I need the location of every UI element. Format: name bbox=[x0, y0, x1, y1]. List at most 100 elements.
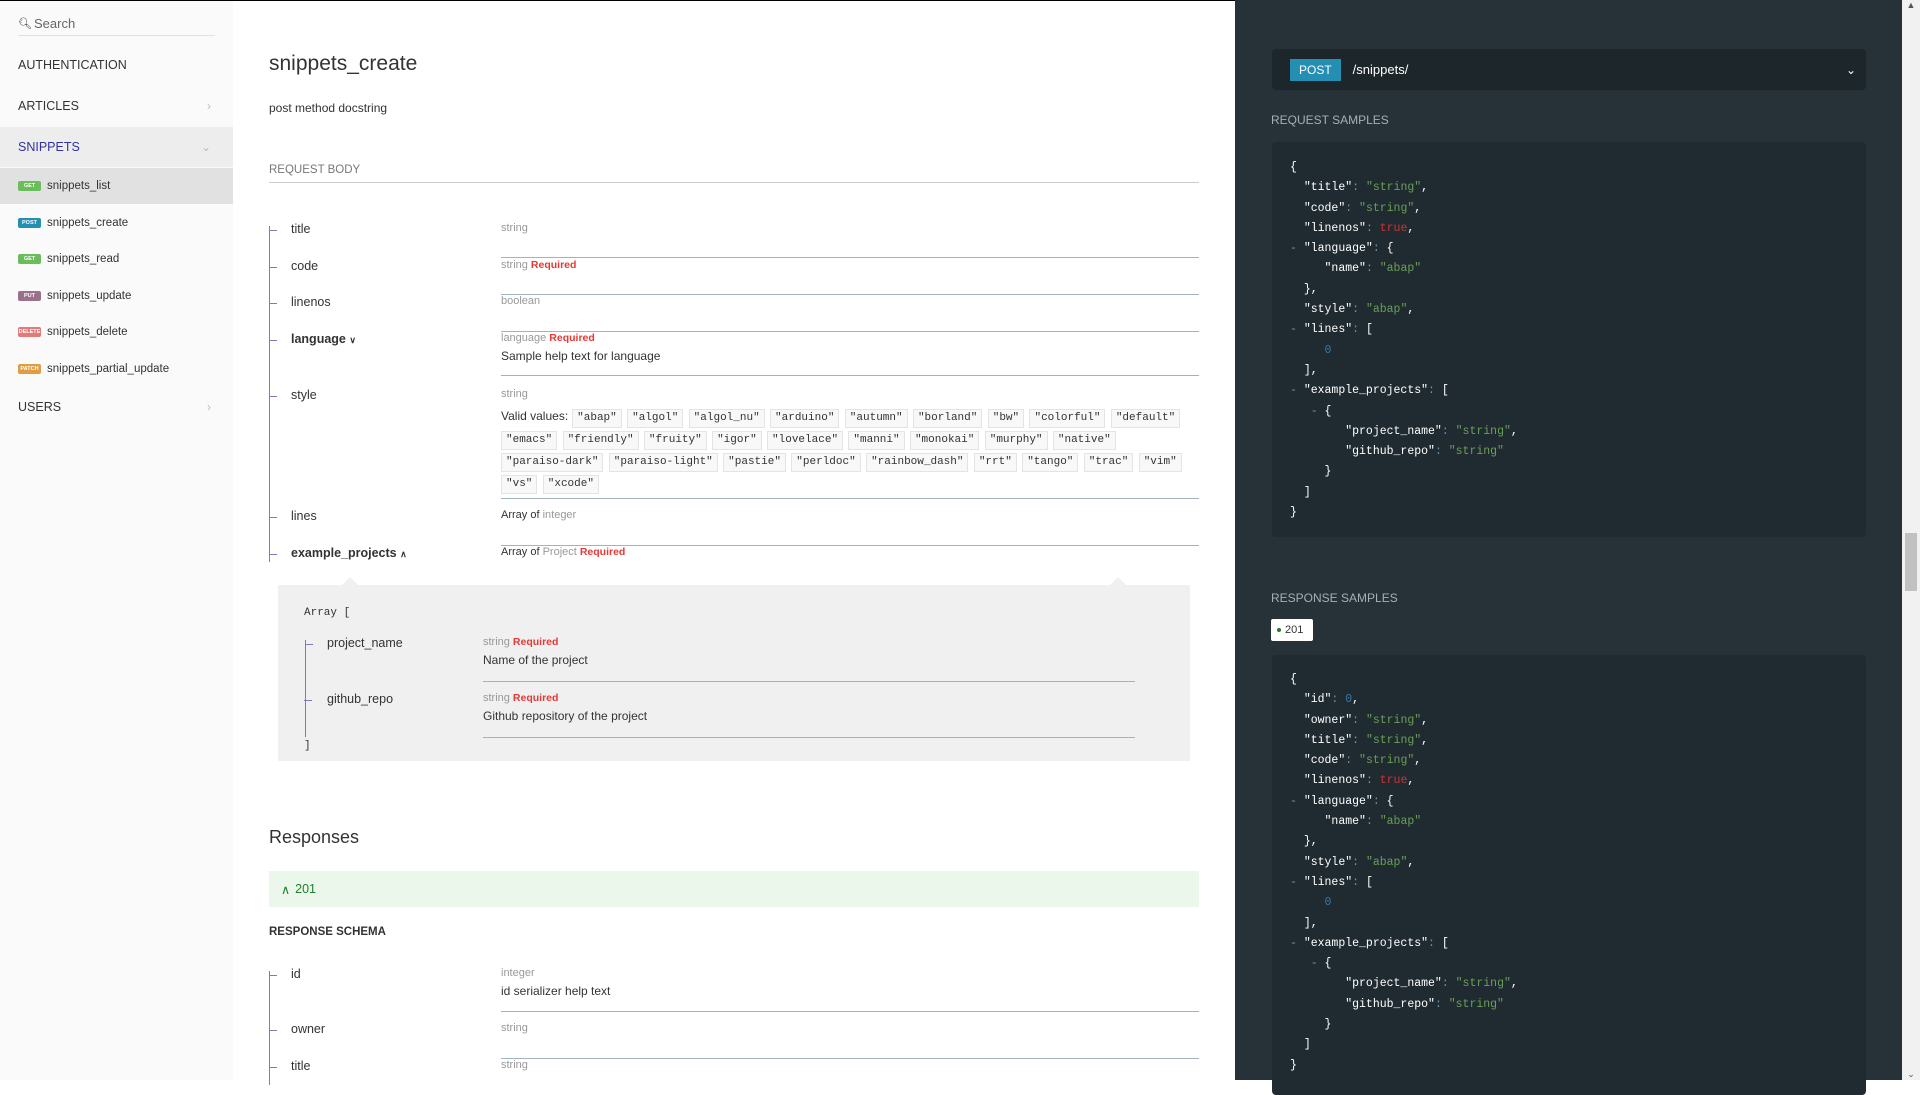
valid-value-chip: "arduino" bbox=[770, 409, 840, 428]
scrollbar[interactable]: ▲ ⌄ bbox=[1902, 0, 1920, 1080]
tree-tick bbox=[305, 640, 315, 648]
code-token: "string" bbox=[1359, 201, 1415, 215]
chevron-up-icon: ∧ bbox=[281, 882, 291, 897]
valid-value-chip: "murphy" bbox=[984, 431, 1048, 450]
code-line: "style": "abap", bbox=[1290, 853, 1866, 873]
search-box[interactable]: 🔍︎ bbox=[18, 11, 215, 36]
code-token: { bbox=[1324, 957, 1332, 971]
array-close: ] bbox=[304, 740, 311, 752]
sidebar-item-snippets-delete[interactable]: DELETE snippets_delete bbox=[0, 314, 233, 350]
sidebar-item-snippets-partial-update[interactable]: PATCH snippets_partial_update bbox=[0, 351, 233, 387]
collapse-toggle[interactable]: - bbox=[1290, 794, 1304, 808]
field-type: boolean bbox=[501, 295, 541, 307]
field-description: Name of the project bbox=[483, 653, 588, 667]
collapse-toggle[interactable]: - bbox=[1290, 936, 1304, 950]
response-tab-201[interactable]: 201 bbox=[1271, 619, 1313, 641]
code-token: : bbox=[1345, 754, 1360, 768]
code-token: "abap" bbox=[1365, 855, 1408, 869]
method-badge: GET bbox=[18, 181, 41, 191]
field-name-toggle[interactable]: language ∨ bbox=[291, 332, 356, 346]
valid-value-chip: "vs" bbox=[501, 475, 538, 494]
field-type: string bbox=[483, 636, 510, 648]
code-line: }, bbox=[1290, 832, 1866, 852]
scrollbar-thumb[interactable] bbox=[1905, 533, 1917, 591]
code-line: "title": "string", bbox=[1290, 178, 1866, 198]
response-201-toggle[interactable]: ∧ 201 bbox=[269, 871, 1199, 907]
collapse-toggle[interactable]: - bbox=[1290, 323, 1304, 337]
valid-value-chip: "emacs" bbox=[501, 431, 558, 450]
code-token bbox=[1290, 774, 1304, 787]
valid-value-chip: "trac" bbox=[1083, 453, 1134, 472]
valid-value-chip: "perldoc" bbox=[791, 453, 861, 472]
scroll-down-icon[interactable]: ⌄ bbox=[1907, 1069, 1915, 1079]
sidebar-group-users[interactable]: USERS › bbox=[0, 387, 233, 427]
collapse-toggle[interactable]: - bbox=[1290, 875, 1304, 889]
sidebar-item-snippets-create[interactable]: POST snippets_create bbox=[0, 205, 233, 241]
required-badge: Required bbox=[530, 259, 577, 271]
code-token: "string" bbox=[1448, 997, 1504, 1011]
array-open: Array [ bbox=[304, 607, 351, 619]
code-token bbox=[1290, 917, 1304, 930]
code-line: - "language": { bbox=[1290, 792, 1866, 812]
code-token: , bbox=[1352, 693, 1360, 707]
code-token: { bbox=[1324, 404, 1332, 418]
code-token: }, bbox=[1303, 835, 1318, 849]
code-token: "style" bbox=[1303, 855, 1353, 869]
collapse-toggle[interactable]: - bbox=[1290, 404, 1325, 418]
valid-value-chip: "algol" bbox=[627, 409, 684, 428]
code-line: 0 bbox=[1290, 893, 1866, 913]
code-token: , bbox=[1421, 181, 1429, 195]
field-name: title bbox=[291, 1059, 311, 1073]
method-badge: PATCH bbox=[18, 363, 41, 374]
response-sample-code: { "id": 0, "owner": "string", "title": "… bbox=[1272, 655, 1866, 1095]
valid-value-chip: "friendly" bbox=[562, 431, 639, 450]
valid-value-chip: "bw" bbox=[987, 409, 1025, 428]
notch bbox=[1109, 577, 1127, 586]
field-name: linenos bbox=[291, 295, 331, 309]
code-token: [ bbox=[1365, 323, 1373, 337]
code-line: "github_repo": "string" bbox=[1290, 995, 1866, 1015]
collapse-toggle[interactable]: - bbox=[1290, 384, 1304, 398]
code-token: , bbox=[1414, 754, 1422, 768]
chevron-down-icon: ∨ bbox=[349, 335, 356, 345]
required-badge: Required bbox=[549, 332, 595, 344]
code-line: "project_name": "string", bbox=[1290, 422, 1866, 442]
request-samples-label: REQUEST SAMPLES bbox=[1271, 113, 1389, 127]
code-line: "code": "string", bbox=[1290, 199, 1866, 219]
tree-tick bbox=[269, 263, 279, 271]
code-token: "abap" bbox=[1365, 303, 1408, 317]
code-token bbox=[1290, 364, 1304, 377]
field-name: language bbox=[291, 332, 346, 346]
sidebar-group-articles[interactable]: ARTICLES › bbox=[0, 86, 233, 126]
code-token: "string" bbox=[1365, 181, 1422, 195]
chevron-down-icon: ⌄ bbox=[200, 140, 211, 154]
sidebar-item-snippets-read[interactable]: GET snippets_read bbox=[0, 241, 233, 277]
code-token: : bbox=[1372, 794, 1387, 808]
valid-value-chip: "monokai" bbox=[909, 431, 980, 450]
code-token: ] bbox=[1303, 1038, 1311, 1052]
code-token: [ bbox=[1365, 875, 1373, 889]
valid-value-chip: "paraiso-light" bbox=[608, 453, 718, 472]
endpoint-dropdown[interactable]: POST /snippets/ ⌄ bbox=[1272, 49, 1866, 90]
sidebar-group-snippets[interactable]: SNIPPETS ⌄ bbox=[0, 127, 233, 167]
sidebar-group-authentication[interactable]: AUTHENTICATION bbox=[0, 45, 233, 85]
tab-label: 201 bbox=[1285, 624, 1304, 636]
code-token: , bbox=[1407, 303, 1415, 317]
code-token: 0 bbox=[1324, 896, 1332, 910]
valid-value-chip: "rainbow_dash" bbox=[866, 453, 969, 472]
collapse-toggle[interactable]: - bbox=[1290, 242, 1304, 256]
code-token: true bbox=[1379, 221, 1408, 235]
field-name: id bbox=[291, 967, 301, 981]
code-token: "github_repo" bbox=[1345, 997, 1435, 1011]
operation-description: post method docstring bbox=[269, 101, 388, 115]
code-token: "project_name" bbox=[1345, 977, 1442, 991]
valid-value-chip: "lovelace" bbox=[767, 431, 844, 450]
search-input[interactable] bbox=[34, 15, 204, 31]
valid-value-chip: "paraiso-dark" bbox=[501, 453, 604, 472]
field-name-toggle[interactable]: example_projects ∧ bbox=[291, 546, 407, 560]
collapse-toggle[interactable]: - bbox=[1290, 957, 1325, 971]
sidebar-item-snippets-list[interactable]: GET snippets_list bbox=[0, 168, 233, 204]
code-token bbox=[1290, 486, 1304, 499]
sidebar-item-snippets-update[interactable]: PUT snippets_update bbox=[0, 278, 233, 314]
scroll-up-icon[interactable]: ▲ bbox=[1906, 0, 1916, 10]
